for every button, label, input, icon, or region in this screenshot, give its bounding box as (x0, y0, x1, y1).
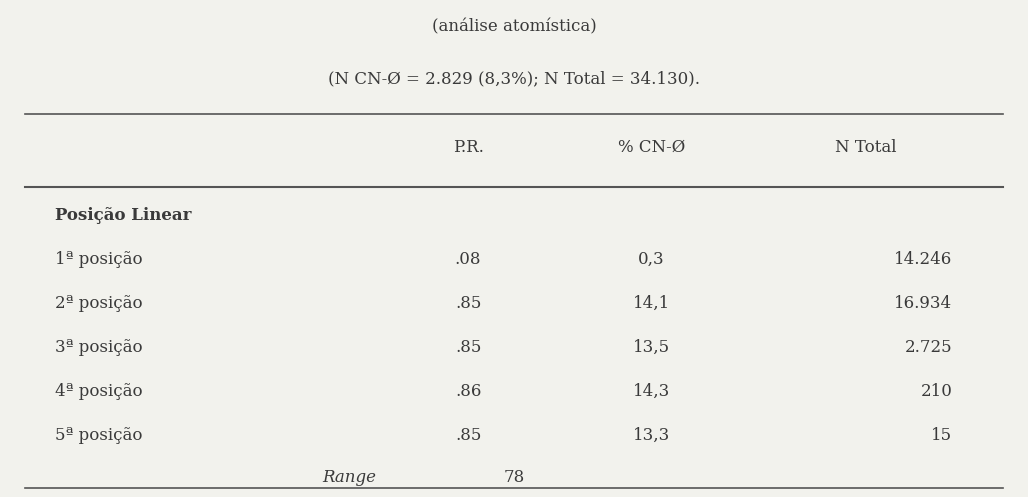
Text: 0,3: 0,3 (638, 251, 665, 268)
Text: 210: 210 (921, 383, 953, 400)
Text: % CN-Ø: % CN-Ø (618, 139, 686, 156)
Text: 13,5: 13,5 (633, 339, 670, 356)
Text: 2.725: 2.725 (905, 339, 953, 356)
Text: .86: .86 (455, 383, 481, 400)
Text: .85: .85 (455, 295, 481, 312)
Text: 15: 15 (931, 427, 953, 444)
Text: 3ª posição: 3ª posição (56, 339, 143, 356)
Text: 14.246: 14.246 (894, 251, 953, 268)
Text: 13,3: 13,3 (633, 427, 670, 444)
Text: 4ª posição: 4ª posição (56, 383, 143, 400)
Text: (N CN-Ø = 2.829 (8,3%); N Total = 34.130).: (N CN-Ø = 2.829 (8,3%); N Total = 34.130… (328, 70, 700, 87)
Text: .85: .85 (455, 339, 481, 356)
Text: .08: .08 (454, 251, 481, 268)
Text: Posição Linear: Posição Linear (56, 207, 191, 224)
Text: N Total: N Total (835, 139, 896, 156)
Text: 14,3: 14,3 (633, 383, 670, 400)
Text: 5ª posição: 5ª posição (56, 427, 143, 444)
Text: 16.934: 16.934 (894, 295, 953, 312)
Text: Range: Range (323, 469, 376, 487)
Text: 78: 78 (504, 469, 524, 487)
Text: 1ª posição: 1ª posição (56, 251, 143, 268)
Text: 2ª posição: 2ª posição (56, 295, 143, 312)
Text: 14,1: 14,1 (633, 295, 670, 312)
Text: .85: .85 (455, 427, 481, 444)
Text: P.R.: P.R. (452, 139, 483, 156)
Text: (análise atomística): (análise atomística) (432, 19, 596, 36)
